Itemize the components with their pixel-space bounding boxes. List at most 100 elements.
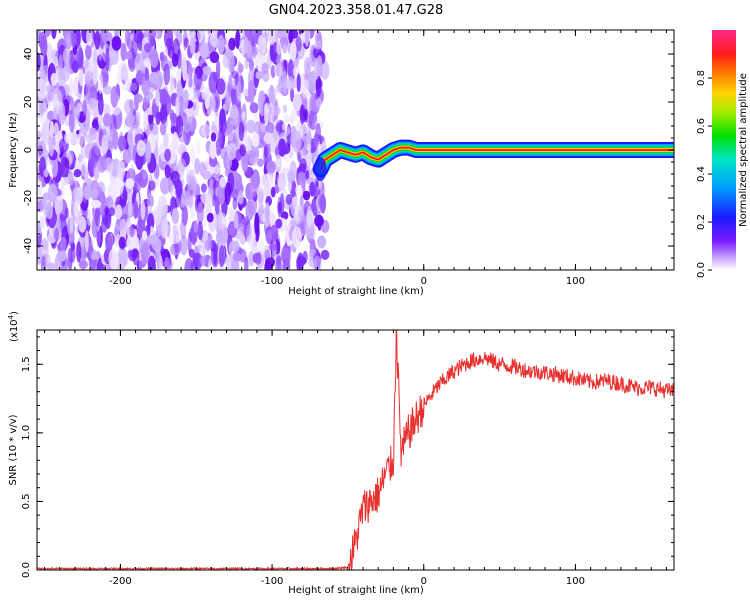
noise-blob: [265, 122, 275, 134]
noise-blob: [37, 130, 42, 140]
noise-blob: [68, 172, 74, 186]
noise-blob: [154, 249, 161, 263]
noise-blob: [230, 56, 235, 76]
noise-blob: [314, 40, 322, 50]
noise-blob: [268, 84, 275, 109]
noise-blob: [131, 38, 138, 59]
colorbar-tick-label: 0.0: [696, 262, 707, 278]
noise-blob: [142, 170, 147, 181]
snr-y-label: SNR (10 * v/v): [8, 414, 19, 485]
noise-blob: [263, 183, 273, 200]
noise-blob: [305, 170, 310, 180]
noise-blob: [86, 208, 92, 226]
noise-blob: [270, 186, 276, 198]
noise-blob: [177, 158, 187, 173]
noise-blob: [78, 153, 83, 163]
noise-blob: [56, 249, 67, 262]
noise-blob: [209, 51, 220, 64]
noise-blob: [45, 83, 54, 94]
noise-blob: [44, 253, 51, 267]
snr-frame: [36, 329, 675, 571]
noise-blob: [317, 235, 327, 249]
noise-blob: [163, 63, 170, 86]
noise-blob: [176, 69, 182, 82]
x-tick-label: -200: [109, 276, 132, 287]
noise-blob: [266, 229, 272, 244]
noise-blob: [309, 181, 316, 197]
noise-blob: [85, 81, 91, 105]
noise-blob: [129, 224, 135, 238]
noise-blob: [267, 30, 276, 45]
noise-blob: [201, 170, 212, 180]
noise-blob: [135, 173, 143, 184]
noise-blob: [268, 243, 277, 252]
noise-blob: [285, 194, 292, 205]
noise-blob: [164, 256, 170, 270]
noise-blob: [64, 157, 70, 169]
noise-blob: [224, 255, 232, 270]
noise-blob: [71, 30, 77, 48]
noise-blob: [78, 216, 87, 233]
noise-blob: [46, 110, 55, 122]
noise-blob: [91, 188, 99, 199]
noise-blob: [319, 193, 327, 214]
noise-blob: [289, 160, 297, 181]
noise-blob: [140, 200, 146, 221]
noise-blob: [91, 199, 102, 209]
noise-blob: [201, 124, 211, 137]
noise-blob: [48, 176, 53, 186]
noise-blob: [300, 80, 310, 99]
y-tick-label: 0: [23, 147, 34, 153]
noise-blob: [64, 30, 74, 49]
noise-blob: [297, 171, 307, 187]
noise-blob: [296, 73, 301, 93]
noise-blob: [153, 206, 162, 226]
noise-blob: [140, 242, 150, 265]
noise-blob: [299, 104, 306, 124]
noise-blob: [282, 44, 288, 54]
noise-blob: [73, 201, 79, 218]
noise-blob: [78, 132, 84, 148]
noise-blob: [110, 85, 119, 108]
noise-blob: [102, 113, 112, 127]
noise-blob: [159, 122, 167, 136]
noise-blob: [182, 114, 192, 133]
noise-blob: [143, 42, 152, 53]
noise-blob: [132, 248, 140, 266]
noise-blob: [90, 145, 101, 162]
noise-blob: [320, 249, 330, 260]
noise-blob: [205, 192, 213, 217]
noise-blob: [104, 205, 110, 216]
noise-blob: [172, 38, 181, 62]
noise-blob: [59, 75, 66, 89]
noise-blob: [69, 78, 74, 97]
noise-blob: [206, 212, 214, 223]
noise-blob: [127, 129, 134, 147]
noise-blob: [264, 103, 269, 126]
noise-blob: [117, 160, 126, 180]
noise-blob: [175, 179, 183, 199]
noise-blob: [226, 153, 233, 169]
noise-blob: [314, 214, 324, 228]
noise-blob: [59, 236, 67, 252]
noise-blob: [288, 30, 294, 44]
noise-blob: [206, 92, 216, 117]
noise-blob: [128, 200, 132, 219]
noise-blob: [265, 202, 270, 223]
noise-blob: [77, 44, 83, 58]
noise-blob: [180, 197, 186, 208]
noise-blob: [214, 195, 220, 215]
noise-blob: [101, 134, 109, 154]
noise-blob: [202, 65, 212, 76]
noise-blob: [149, 48, 159, 68]
noise-blob: [88, 127, 98, 141]
noise-blob: [303, 56, 312, 75]
noise-blob: [193, 220, 199, 233]
noise-blob: [54, 195, 64, 215]
noise-blob: [243, 36, 249, 54]
noise-blob: [244, 256, 249, 270]
noise-blob: [238, 121, 245, 142]
noise-blob: [209, 178, 214, 196]
noise-blob: [186, 164, 191, 175]
